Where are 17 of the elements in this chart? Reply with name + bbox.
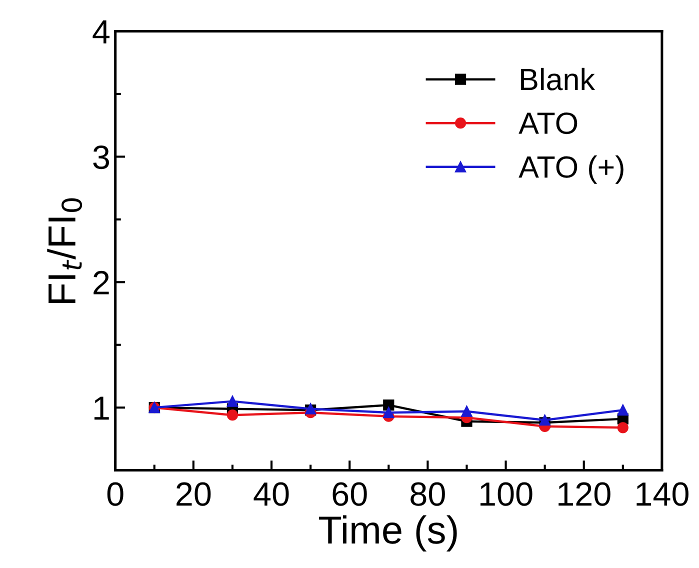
y-tick-label: 3 [93, 145, 110, 170]
x-axis-title: Time (s) [318, 515, 457, 552]
x-tick-label: 80 [410, 482, 445, 506]
y-tick-label: 1 [94, 396, 109, 420]
y-tick-label: 2 [94, 270, 109, 294]
x-tick-label: 40 [254, 482, 289, 506]
legend-label: Blank [521, 68, 596, 90]
x-tick-label: 140 [636, 482, 688, 506]
y-tick-label: 4 [92, 20, 110, 44]
legend-label: ATO [518, 112, 578, 134]
x-tick-label: 60 [332, 482, 367, 506]
x-tick-label: 20 [176, 482, 211, 506]
y-axis-title: FI$_{t}$/FI$_{0}$ [47, 198, 82, 303]
x-tick-label: 100 [480, 482, 532, 506]
x-tick-label: 120 [558, 482, 610, 506]
legend-label: ATO (+) [518, 155, 624, 184]
x-tick-label: 0 [107, 482, 124, 506]
